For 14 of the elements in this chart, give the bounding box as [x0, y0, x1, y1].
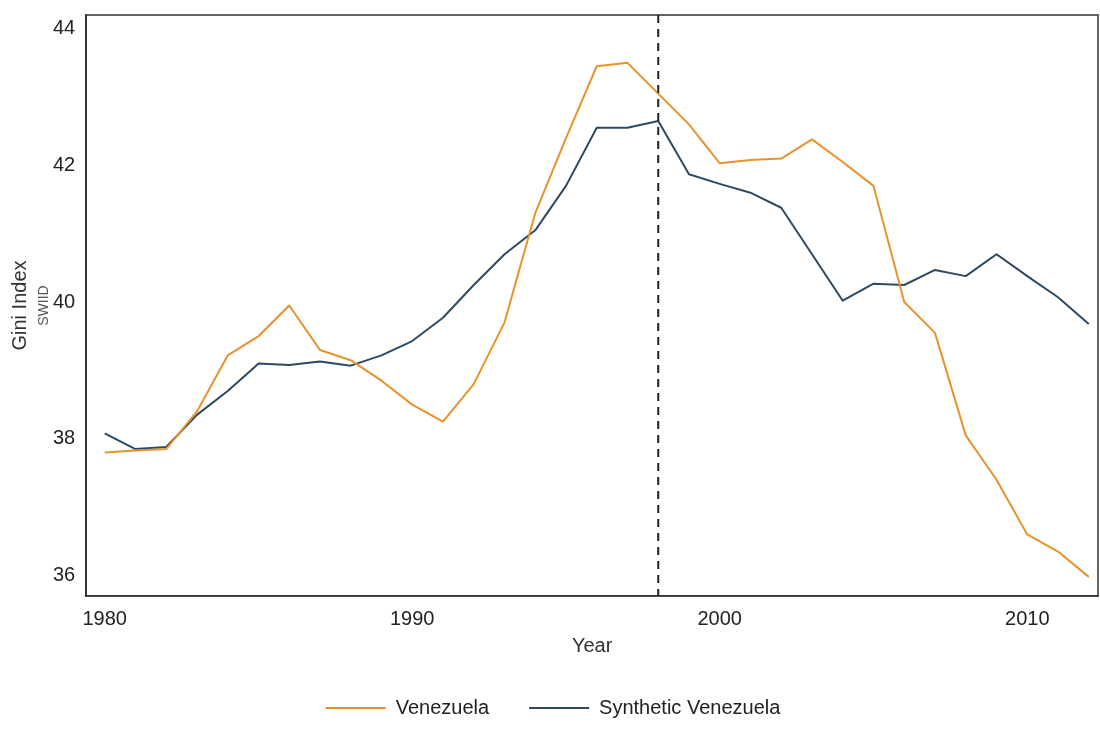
legend-label: Synthetic Venezuela: [599, 695, 782, 718]
x-tick-label: 2010: [1005, 606, 1050, 629]
y-axis-title: Gini Index: [7, 260, 30, 351]
y-tick-label: 36: [53, 563, 76, 586]
legend-label: Venezuela: [395, 695, 490, 718]
x-tick-label: 2000: [697, 606, 742, 629]
x-tick-label: 1980: [82, 606, 127, 629]
y-tick-label: 40: [53, 289, 76, 312]
y-tick-label: 42: [53, 152, 76, 175]
x-axis-title: Year: [571, 633, 613, 656]
text: SWIID: [34, 285, 51, 326]
y-tick-label: 38: [53, 426, 76, 449]
y-tick-label: 44: [53, 16, 76, 39]
x-tick-label: 1990: [389, 606, 435, 629]
